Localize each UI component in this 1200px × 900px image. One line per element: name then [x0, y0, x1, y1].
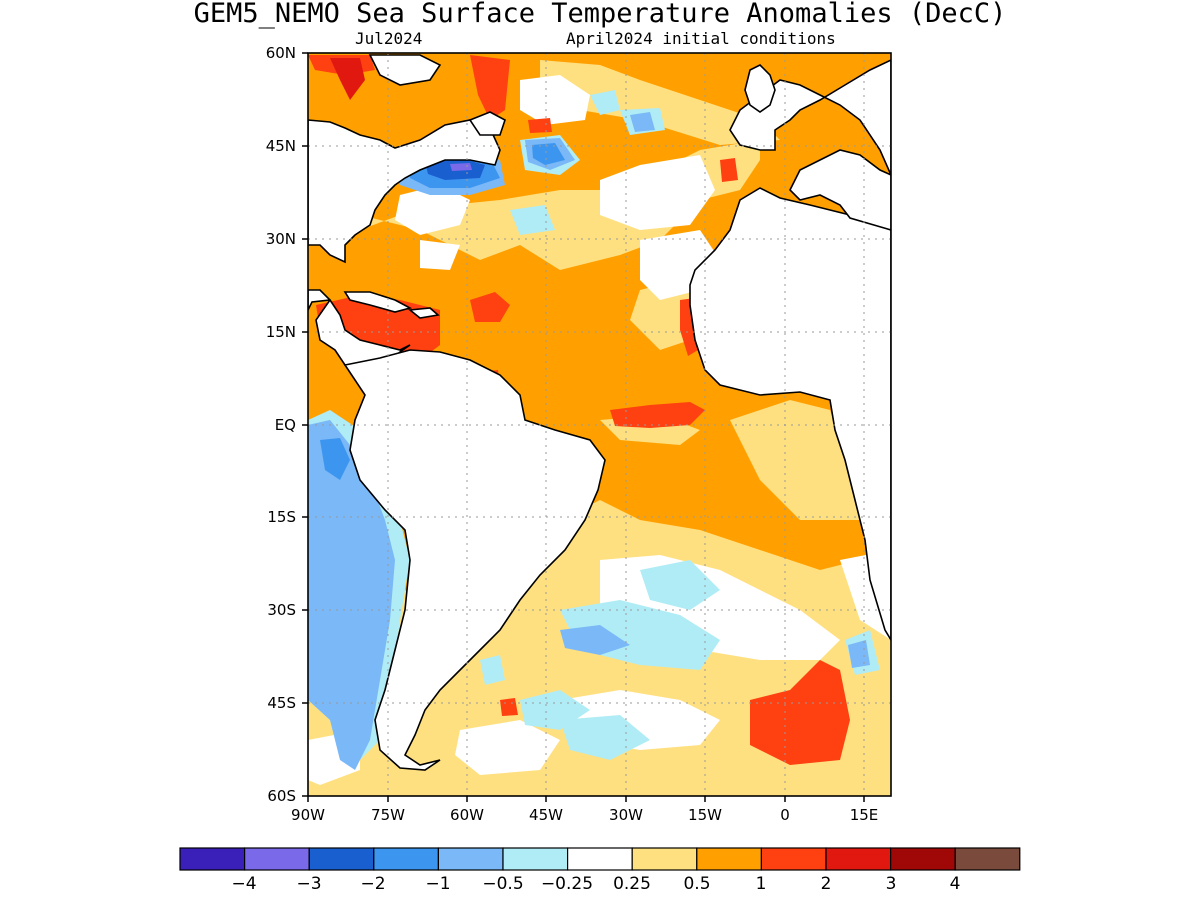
lat-label: 15S: [267, 508, 296, 526]
newfoundland-landmass: [468, 111, 506, 136]
colorbar-label: 0.25: [613, 874, 651, 894]
axis-ticks: [302, 52, 865, 802]
lat-label: 30S: [267, 601, 296, 619]
colorbar-label: −1: [425, 874, 450, 894]
colorbar-swatch: [179, 847, 246, 871]
valid-month-label: Jul2024: [355, 29, 422, 48]
map-panel: [308, 53, 891, 796]
land: [308, 54, 891, 771]
colorbar-label: 0.5: [683, 874, 710, 894]
colorbar-label: −0.5: [482, 874, 523, 894]
lat-label: 30N: [266, 230, 296, 248]
colorbar-label: 2: [821, 874, 832, 894]
lon-label: 90W: [291, 806, 325, 824]
colorbar-label: 3: [886, 874, 897, 894]
lat-label: 45S: [267, 694, 296, 712]
colorbar-swatch: [631, 847, 698, 871]
lon-label: 75W: [371, 806, 405, 824]
colorbar-swatch: [954, 847, 1021, 871]
colorbar-swatch: [825, 847, 892, 871]
lon-label: 60W: [450, 806, 484, 824]
colorbar-swatch: [760, 847, 827, 871]
colorbar-swatch: [566, 847, 633, 871]
south-america-landmass: [343, 349, 606, 771]
colorbar: [179, 847, 1021, 871]
lon-label: 15W: [688, 806, 722, 824]
colorbar-swatch: [308, 847, 375, 871]
lon-label: 15E: [850, 806, 879, 824]
colorbar-label: 1: [756, 874, 767, 894]
uk-ireland-landmass: [744, 64, 776, 113]
colorbar-swatch: [696, 847, 762, 871]
latitude-labels: 60N 45N 30N 15N EQ 15S 30S 45S 60S: [266, 44, 296, 805]
lon-label: 0: [780, 806, 790, 824]
lat-label: 60S: [267, 787, 296, 805]
lon-label: 30W: [609, 806, 643, 824]
initial-conditions-label: April2024 initial conditions: [566, 29, 836, 48]
colorbar-swatch: [244, 847, 310, 871]
lat-label: 45N: [266, 137, 296, 155]
colorbar-label: −3: [296, 874, 321, 894]
longitude-labels: 90W 75W 60W 45W 30W 15W 0 15E: [291, 806, 878, 824]
colorbar-label: −4: [231, 874, 256, 894]
colorbar-label: −0.25: [541, 874, 593, 894]
colorbar-swatch: [437, 847, 504, 871]
colorbar-swatch: [502, 847, 569, 871]
figure-title: GEM5_NEMO Sea Surface Temperature Anomal…: [194, 0, 1007, 29]
lat-label: 60N: [266, 44, 296, 62]
map-grid: [308, 53, 891, 796]
colorbar-labels: −4 −3 −2 −1 −0.5 −0.25 0.25 0.5 1 2 3 4: [231, 874, 960, 894]
hispaniola-landmass: [407, 307, 440, 319]
lon-label: 45W: [529, 806, 563, 824]
greenland-landmass: [368, 54, 442, 86]
north-america-landmass: [308, 119, 501, 264]
cuba-landmass: [343, 291, 413, 313]
colorbar-swatch: [889, 847, 956, 871]
colorbar-swatch: [373, 847, 439, 871]
lat-label: 15N: [266, 323, 296, 341]
colorbar-label: 4: [950, 874, 961, 894]
colorbar-label: −2: [360, 874, 385, 894]
lat-label: EQ: [275, 416, 296, 434]
